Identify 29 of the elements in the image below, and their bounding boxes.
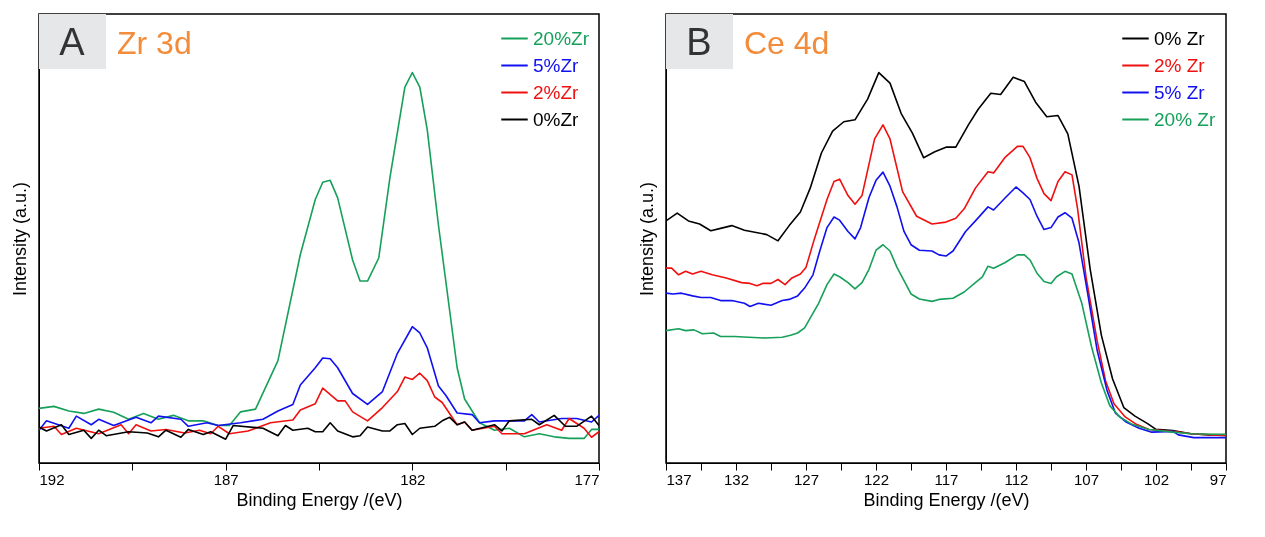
legend-label: 0%Zr xyxy=(533,108,580,130)
legend-label: 20% Zr xyxy=(1154,108,1216,130)
x-tick-label: 112 xyxy=(1004,470,1029,488)
legend-label: 0% Zr xyxy=(1154,27,1206,49)
x-tick-label: 187 xyxy=(213,470,239,488)
legend-label: 5%Zr xyxy=(533,54,580,76)
legend-label: 20%Zr xyxy=(533,27,590,49)
x-axis-title: Binding Energy /(eV) xyxy=(863,489,1030,510)
x-tick-label: 97 xyxy=(1209,470,1227,488)
x-tick-label: 122 xyxy=(863,470,890,488)
x-tick-label: 102 xyxy=(1143,470,1170,488)
x-tick-label: 192 xyxy=(39,470,65,488)
x-tick-label: 117 xyxy=(934,470,959,488)
x-axis-title: Binding Energy /(eV) xyxy=(236,489,403,510)
x-tick-label: 107 xyxy=(1073,470,1100,488)
text: B xyxy=(686,21,712,63)
legend-label: 5% Zr xyxy=(1154,81,1206,103)
legend-label: 2% Zr xyxy=(1154,54,1206,76)
y-axis-title: Intensity (a.u.) xyxy=(636,181,657,297)
x-tick-label: 127 xyxy=(793,470,820,488)
x-tick-label: 137 xyxy=(666,470,692,488)
x-tick-label: 177 xyxy=(574,470,600,488)
y-axis-title: Intensity (a.u.) xyxy=(9,181,30,297)
text: A xyxy=(59,21,86,63)
x-tick-label: 132 xyxy=(723,470,750,488)
legend-label: 2%Zr xyxy=(533,81,580,103)
chart-title: Zr 3d xyxy=(117,25,192,61)
x-tick-label: 182 xyxy=(400,470,426,488)
chart-title: Ce 4d xyxy=(744,25,830,61)
